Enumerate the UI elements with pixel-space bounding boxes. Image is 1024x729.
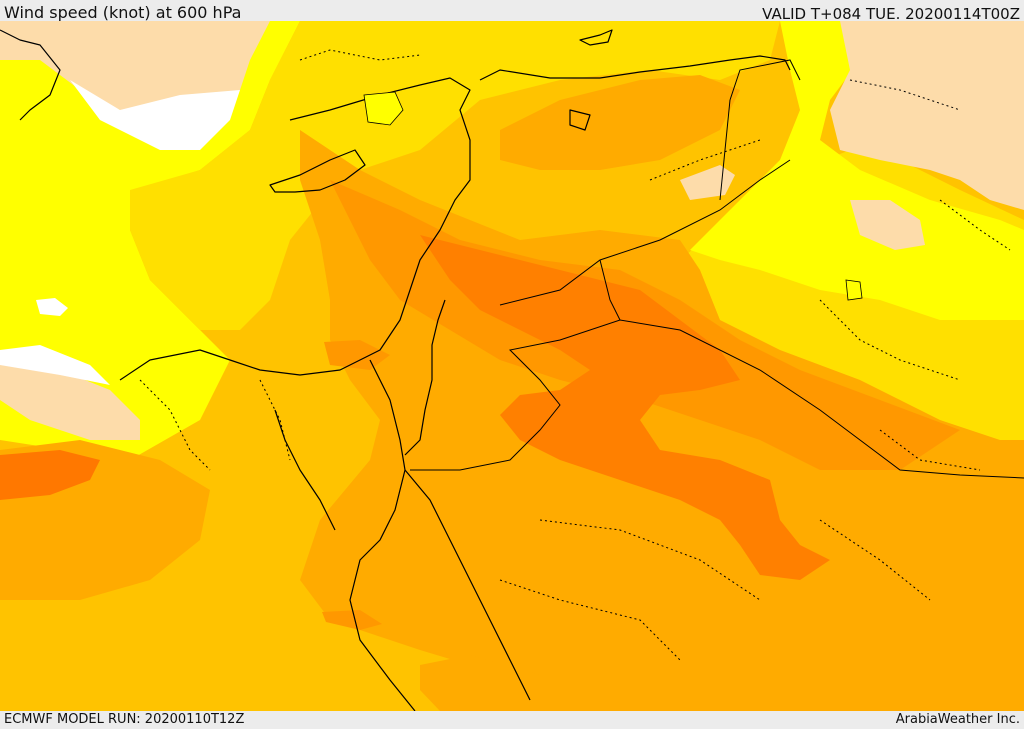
no-data-zone-northwest — [70, 80, 240, 150]
strong-wind-core-west — [0, 450, 100, 500]
orange-wind-zone-north — [500, 75, 740, 170]
map-title: Wind speed (knot) at 600 hPa — [4, 3, 242, 22]
credit-label: ArabiaWeather Inc. — [895, 712, 1020, 727]
weather-map[interactable] — [0, 21, 1024, 711]
light-wind-zone-northwest — [0, 21, 270, 110]
model-run-label: ECMWF MODEL RUN: 20200110T12Z — [4, 712, 245, 727]
no-data-zone-west — [0, 345, 110, 385]
footer-bar: ECMWF MODEL RUN: 20200110T12Z ArabiaWeat… — [0, 711, 1024, 729]
light-wind-patch-east — [850, 200, 925, 250]
valid-time-label: VALID T+084 TUE. 20200114T00Z — [762, 5, 1020, 23]
yellow-wind-zone-east — [690, 21, 1024, 320]
no-data-patch — [36, 298, 68, 316]
strong-wind-patch-center — [324, 340, 390, 370]
header-bar: Wind speed (knot) at 600 hPa VALID T+084… — [0, 0, 1024, 23]
light-wind-zone-northeast — [830, 21, 1024, 210]
lakes — [363, 91, 863, 301]
strong-wind-patch — [322, 610, 382, 630]
orange-wind-zone-south — [420, 655, 620, 711]
yellow-wind-zone-west — [0, 21, 300, 460]
strongest-wind-core — [420, 235, 830, 580]
admin-boundaries — [139, 49, 1011, 661]
light-wind-zone-west — [0, 360, 140, 440]
country-borders — [410, 59, 1024, 479]
coastlines — [0, 29, 791, 711]
gold-wind-zone-central — [130, 21, 780, 330]
